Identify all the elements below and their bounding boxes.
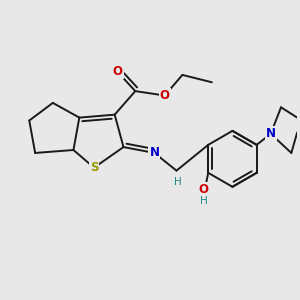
Text: S: S bbox=[90, 161, 98, 174]
Text: H: H bbox=[174, 177, 182, 187]
Text: O: O bbox=[199, 183, 209, 196]
Text: N: N bbox=[149, 146, 159, 159]
Text: N: N bbox=[266, 127, 276, 140]
Text: H: H bbox=[200, 196, 208, 206]
Text: O: O bbox=[160, 89, 170, 102]
Text: O: O bbox=[112, 65, 123, 79]
